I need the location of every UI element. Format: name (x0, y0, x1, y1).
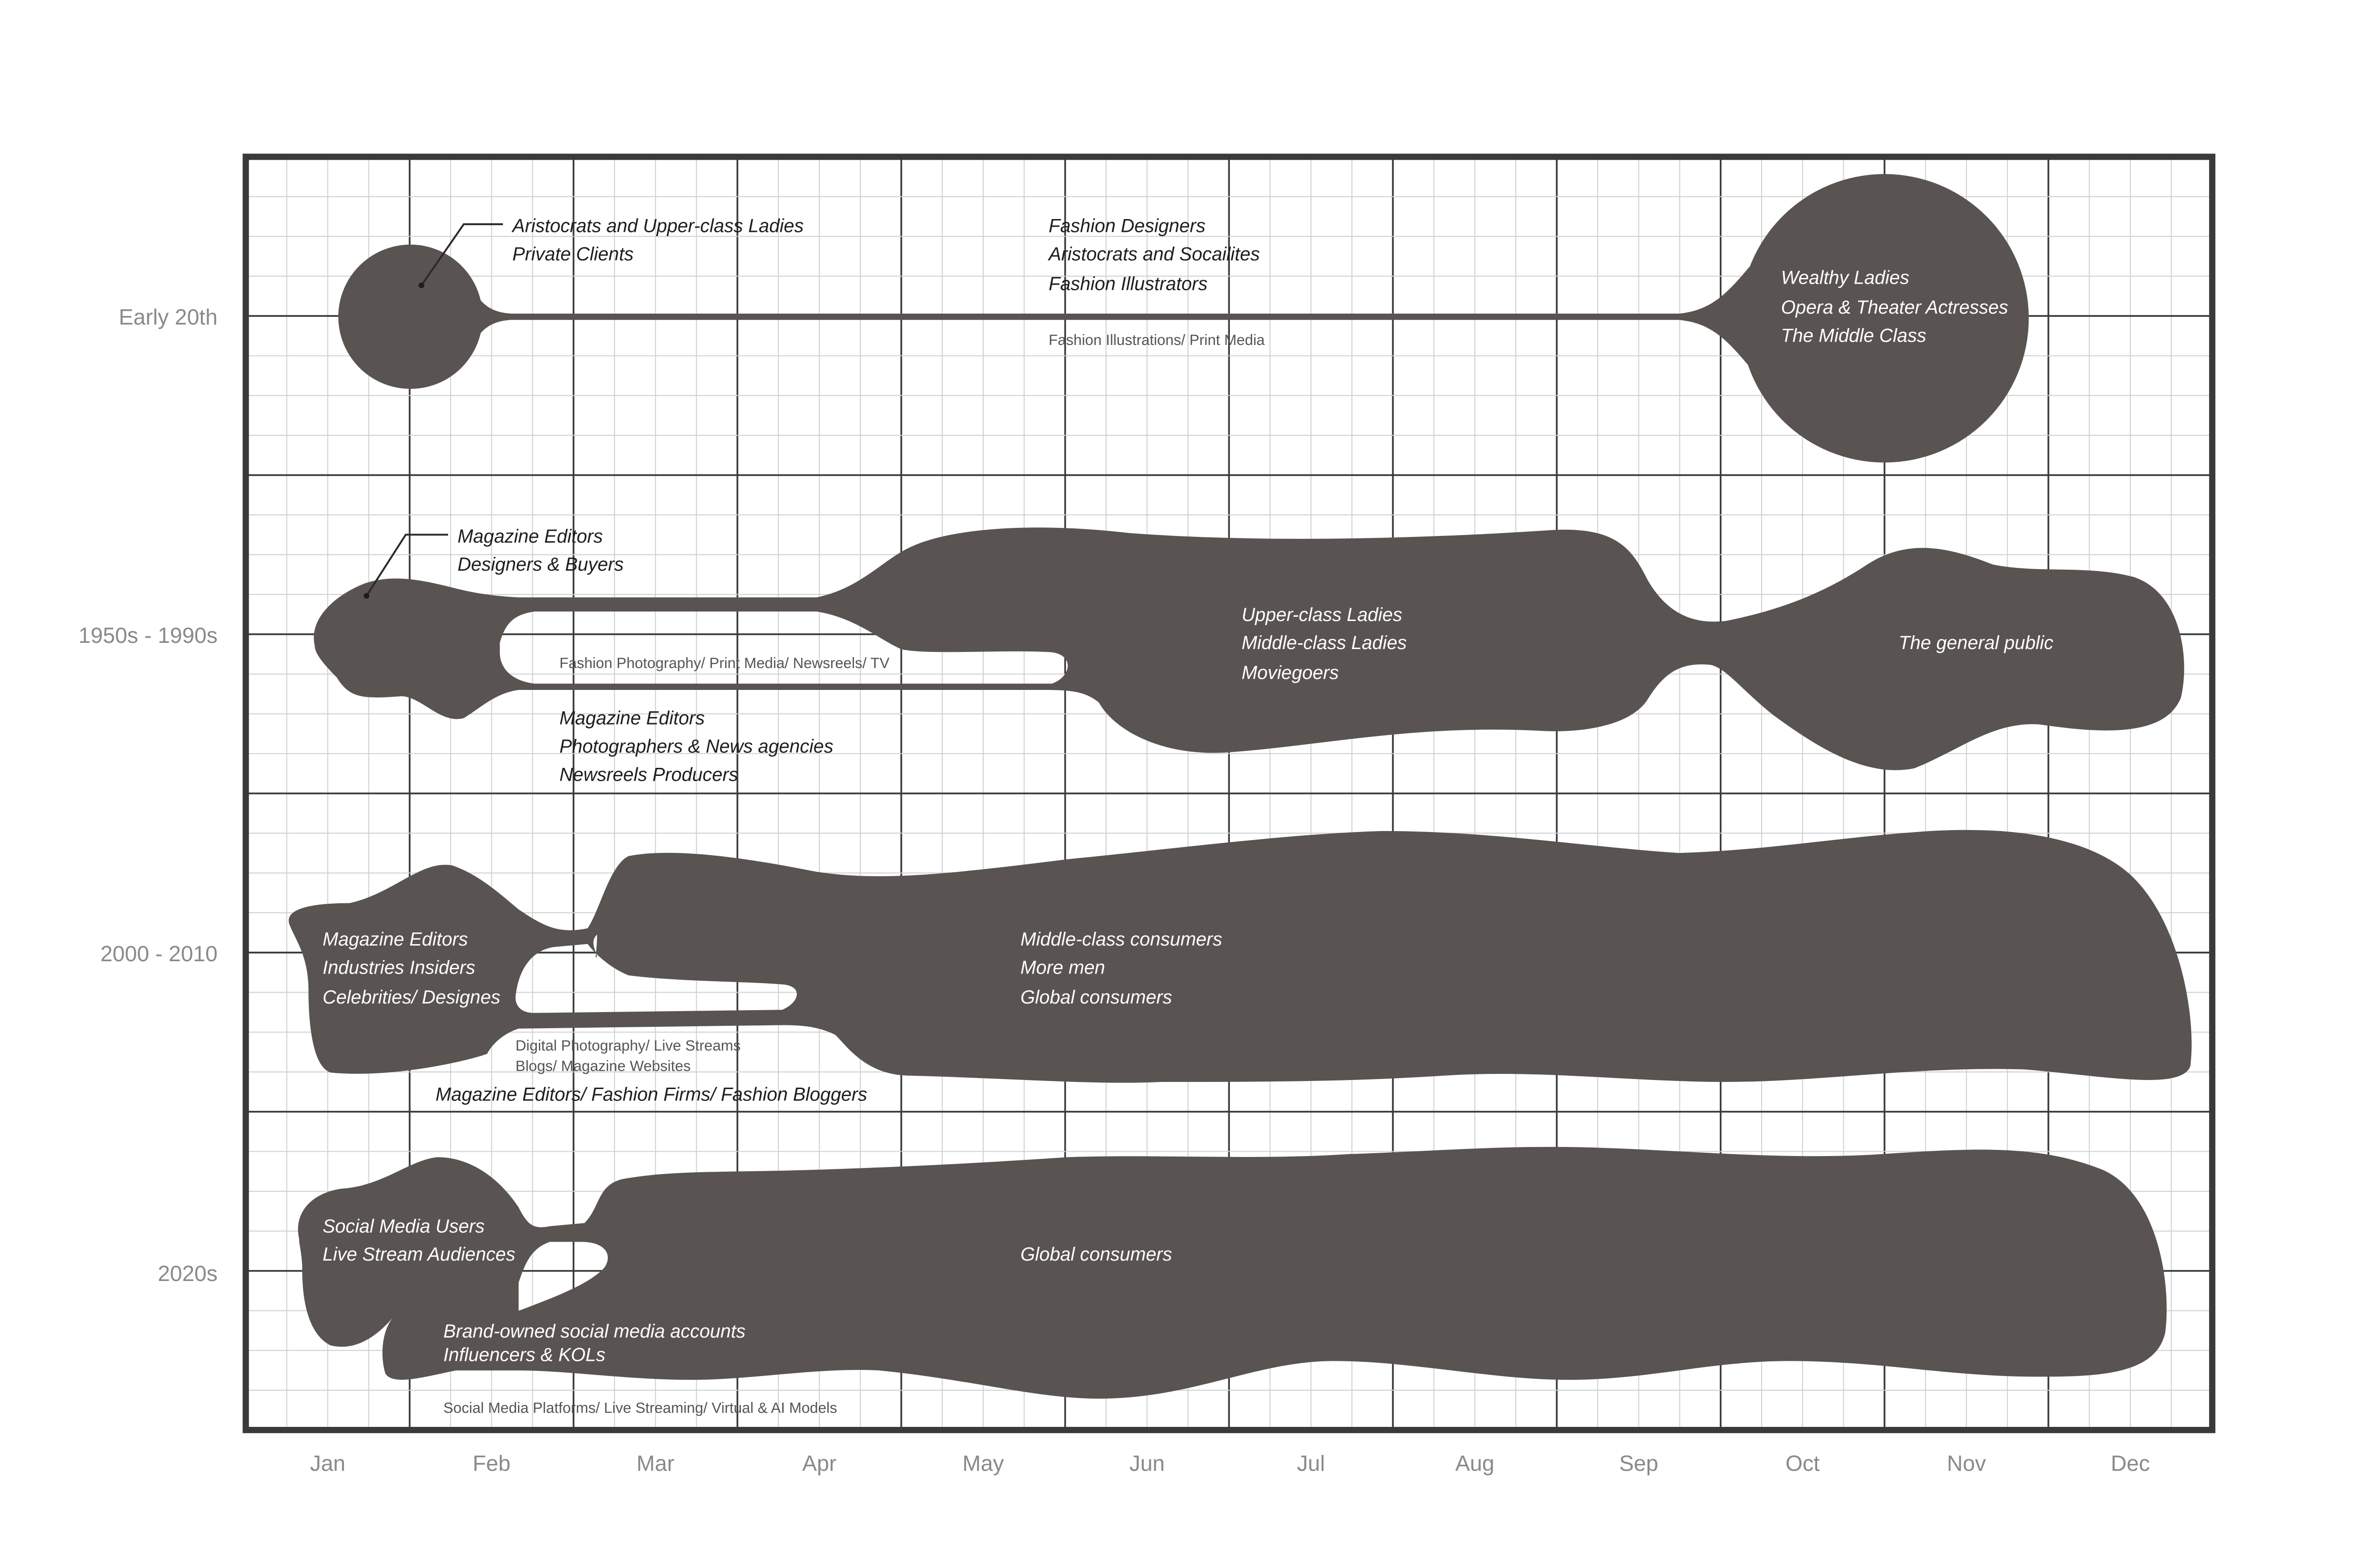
y2000-client-3: Celebrities/ Designes (323, 987, 500, 1008)
y2020-media: Social Media Platforms/ Live Streaming/ … (443, 1399, 837, 1416)
month-label-oct: Oct (1785, 1451, 1820, 1475)
y2000-creators: Magazine Editors/ Fashion Firms/ Fashion… (436, 1084, 867, 1105)
row-label-2000s: 2000 - 2010 (100, 941, 218, 966)
row-label-early-20th: Early 20th (119, 305, 218, 329)
early-creator-2: Aristocrats and Socailites (1048, 244, 1260, 265)
y2000-media-1: Digital Photography/ Live Streams (516, 1037, 741, 1054)
month-label-mar: Mar (637, 1451, 675, 1475)
early-media: Fashion Illustrations/ Print Media (1049, 332, 1265, 348)
y2000-annotations: Magazine Editors Industries Insiders Cel… (323, 929, 1222, 1105)
mid-creator-3: Newsreels Producers (559, 764, 738, 785)
y2000-client-2: Industries Insiders (323, 957, 475, 978)
month-label-may: May (962, 1451, 1004, 1475)
mid-client-1: Magazine Editors (458, 526, 603, 547)
mid-leader-dot (364, 593, 370, 599)
month-label-aug: Aug (1455, 1451, 1494, 1475)
early-annotations: Aristocrats and Upper-class Ladies Priva… (511, 215, 2008, 348)
row-labels: Early 20th 1950s - 1990s 2000 - 2010 202… (78, 305, 218, 1286)
early-audience-bubble (1740, 174, 2029, 463)
row-label-2020s: 2020s (158, 1261, 218, 1286)
month-label-apr: Apr (802, 1451, 836, 1475)
y2000-audience-2: More men (1020, 957, 1105, 978)
y2000-client-1: Magazine Editors (323, 929, 468, 950)
early-client-1: Aristocrats and Upper-class Ladies (511, 215, 804, 236)
y2020-audience: Global consumers (1020, 1244, 1172, 1265)
row-label-1950s: 1950s - 1990s (78, 623, 218, 648)
mid-creator-2: Photographers & News agencies (559, 736, 833, 757)
row-2000s-shapes (288, 830, 2192, 1083)
y2020-client-1: Social Media Users (323, 1216, 485, 1237)
month-label-sep: Sep (1619, 1451, 1658, 1475)
month-label-nov: Nov (1947, 1451, 1986, 1475)
mid-audience-1: Upper-class Ladies (1242, 604, 1402, 625)
mid-creator-1: Magazine Editors (559, 708, 705, 729)
row-early-20th-shapes (338, 174, 2029, 463)
y2000-audience-1: Middle-class consumers (1020, 929, 1222, 950)
month-label-jul: Jul (1297, 1451, 1325, 1475)
early-client-2: Private Clients (512, 244, 633, 265)
early-creator-3: Fashion Illustrators (1049, 274, 1207, 295)
month-label-jan: Jan (310, 1451, 345, 1475)
mid-leader-line (365, 534, 448, 597)
y2020-creator-1: Brand-owned social media accounts (443, 1321, 746, 1342)
y2020-annotations: Social Media Users Live Stream Audiences… (323, 1216, 1172, 1416)
mid-public: The general public (1898, 632, 2053, 653)
mid-media: Fashion Photography/ Print Media/ Newsre… (559, 655, 890, 671)
early-leader-line (421, 223, 503, 286)
mid-client-2: Designers & Buyers (458, 554, 624, 575)
y2000-media-2: Blogs/ Magazine Websites (516, 1058, 691, 1074)
early-creator-1: Fashion Designers (1049, 215, 1206, 236)
row-1950s-shapes (314, 527, 2184, 770)
month-label-feb: Feb (473, 1451, 511, 1475)
early-audience-3: The Middle Class (1781, 325, 1926, 346)
y2000-audience-3: Global consumers (1020, 987, 1172, 1008)
y2020-main-shape (298, 1147, 2167, 1399)
y2020-creator-2: Influencers & KOLs (443, 1344, 605, 1365)
mid-audience-2: Middle-class Ladies (1242, 632, 1407, 653)
early-audience-2: Opera & Theater Actresses (1781, 297, 2008, 318)
mid-audience-3: Moviegoers (1242, 662, 1339, 683)
mid-annotations: Magazine Editors Designers & Buyers Fash… (458, 526, 2054, 785)
month-label-jun: Jun (1130, 1451, 1165, 1475)
y2020-client-2: Live Stream Audiences (323, 1244, 516, 1265)
row-2020s-shapes (298, 1147, 2167, 1399)
month-label-dec: Dec (2111, 1451, 2150, 1475)
month-labels: Jan Feb Mar Apr May Jun Jul Aug Sep Oct Nov Dec (310, 1451, 2150, 1475)
mid-main-shape (314, 527, 2184, 770)
plot-frame (242, 153, 2215, 1434)
early-leader-dot (418, 282, 424, 288)
early-audience-1: Wealthy Ladies (1781, 267, 1909, 288)
early-client-bubble (338, 244, 483, 389)
y2000-main-shape (288, 830, 2192, 1083)
early-stream-line (468, 267, 1750, 367)
